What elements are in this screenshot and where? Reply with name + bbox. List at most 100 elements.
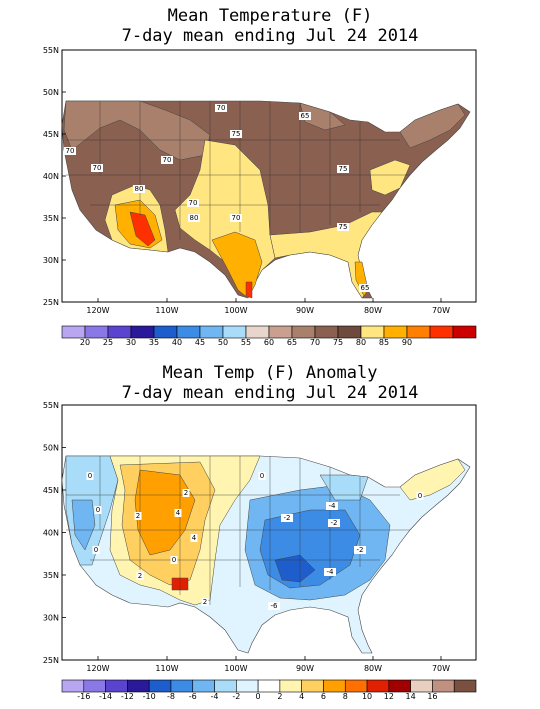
contour-label-bg bbox=[134, 512, 142, 520]
colorbar-label: 16 bbox=[427, 692, 437, 701]
contour-label-bg bbox=[416, 492, 424, 500]
map2-region-neg-ne bbox=[319, 474, 369, 501]
colorbar-swatch bbox=[383, 325, 408, 339]
contour-label: 75 bbox=[232, 130, 241, 138]
contour-label-bg bbox=[182, 489, 190, 497]
colorbar-label: 12 bbox=[384, 692, 394, 701]
colorbar-swatch bbox=[84, 325, 109, 339]
map2-panel: 0 0 0 2 4 4 2 0 2 -2 -4 -2 -6 -4 -2 0 0 2 55N 50N 45N 40N 35N… bbox=[43, 401, 477, 701]
contour-label-bg bbox=[326, 502, 338, 510]
map1-region-75-ne bbox=[369, 159, 411, 196]
colorbar-label: -6 bbox=[189, 692, 197, 701]
colorbar-swatch bbox=[148, 679, 172, 693]
lat-label: 30N bbox=[43, 614, 59, 623]
contour-label-bg bbox=[337, 165, 349, 173]
contour-label: -4 bbox=[329, 502, 337, 510]
contour-label: -6 bbox=[271, 602, 279, 610]
colorbar-swatch bbox=[130, 325, 155, 339]
contour-label: 70 bbox=[232, 214, 241, 222]
lon-label: 80W bbox=[364, 306, 382, 315]
lon-label: 120W bbox=[86, 664, 109, 673]
contour-label: 80 bbox=[135, 185, 144, 193]
lat-label: 55N bbox=[43, 46, 59, 55]
contour-label: -2 bbox=[331, 519, 338, 527]
colorbar-swatch bbox=[432, 679, 455, 693]
colorbar-swatch bbox=[314, 325, 339, 339]
colorbar-label: 4 bbox=[299, 692, 304, 701]
map1-title-line1: Mean Temperature (F) bbox=[167, 6, 373, 26]
colorbar-swatch bbox=[344, 679, 368, 693]
map2-title-line2: 7-day mean ending Jul 24 2014 bbox=[121, 383, 419, 403]
colorbar-label: 60 bbox=[264, 338, 274, 347]
colorbar-label: 25 bbox=[103, 338, 113, 347]
contour-label: 80 bbox=[190, 214, 199, 222]
colorbar-swatch bbox=[214, 679, 237, 693]
colorbar-swatch bbox=[268, 325, 293, 339]
colorbar-swatch bbox=[105, 679, 128, 693]
colorbar-swatch bbox=[61, 679, 85, 693]
colorbar-label: -16 bbox=[77, 692, 90, 701]
map2-region-neg-west2 bbox=[71, 499, 96, 551]
lon-label: 110W bbox=[155, 664, 178, 673]
colorbar-label: 55 bbox=[241, 338, 251, 347]
contour-label-bg bbox=[174, 509, 182, 517]
contour-label: 2 bbox=[138, 572, 142, 580]
colorbar-swatch bbox=[406, 325, 431, 339]
contour-label-bg bbox=[354, 546, 366, 554]
colorbar-swatch bbox=[107, 325, 132, 339]
lat-label: 45N bbox=[43, 130, 59, 139]
contour-label-bg bbox=[324, 568, 336, 576]
colorbar-swatch bbox=[127, 679, 150, 693]
colorbar-swatch bbox=[323, 679, 346, 693]
contour-label-bg bbox=[188, 214, 200, 222]
contour-label: 2 bbox=[184, 489, 188, 497]
colorbar-label: 30 bbox=[126, 338, 136, 347]
colorbar-label: -8 bbox=[167, 692, 175, 701]
contour-label-bg bbox=[201, 598, 209, 606]
lat-label: 50N bbox=[43, 444, 59, 453]
map1-panel: 70 65 70 75 70 70 80 70 75 80 70 75 65 55N 50N 45N 40N 3… bbox=[43, 46, 477, 347]
colorbar-swatch bbox=[176, 325, 201, 339]
colorbar-label: -4 bbox=[211, 692, 219, 701]
lat-label: 40N bbox=[43, 529, 59, 538]
colorbar-label: 20 bbox=[80, 338, 90, 347]
contour-label: 70 bbox=[93, 164, 102, 172]
contour-label: 0 bbox=[96, 506, 100, 514]
contour-label: 70 bbox=[189, 199, 198, 207]
colorbar-label: 75 bbox=[333, 338, 343, 347]
contour-label: 0 bbox=[172, 556, 176, 564]
contour-label-bg bbox=[136, 572, 144, 580]
map1-title-line2: 7-day mean ending Jul 24 2014 bbox=[121, 26, 419, 46]
map1-region-85-tx bbox=[245, 281, 253, 299]
contour-label-bg bbox=[161, 156, 173, 164]
colorbar-label: 45 bbox=[195, 338, 205, 347]
contour-label-bg bbox=[190, 534, 198, 542]
lat-label: 45N bbox=[43, 486, 59, 495]
colorbar-swatch bbox=[199, 325, 224, 339]
contour-label: -2 bbox=[357, 546, 364, 554]
colorbar-swatch bbox=[337, 325, 362, 339]
colorbar-swatch bbox=[453, 679, 477, 693]
lon-label: 120W bbox=[86, 306, 109, 315]
colorbar-label: 85 bbox=[379, 338, 389, 347]
map2-region-neg-east3 bbox=[274, 554, 316, 583]
colorbar-label: 65 bbox=[287, 338, 297, 347]
colorbar-label: 50 bbox=[218, 338, 228, 347]
lon-label: 100W bbox=[224, 306, 247, 315]
contour-label-bg bbox=[187, 199, 199, 207]
colorbar-label: 90 bbox=[402, 338, 412, 347]
lat-label: 50N bbox=[43, 88, 59, 97]
colorbar-swatch bbox=[452, 325, 477, 339]
colorbar-label: -10 bbox=[143, 692, 156, 701]
colorbar-label: -14 bbox=[99, 692, 112, 701]
contour-label: 0 bbox=[88, 472, 92, 480]
colorbar-swatch bbox=[388, 679, 411, 693]
lat-label: 30N bbox=[43, 256, 59, 265]
contour-label-bg bbox=[359, 284, 371, 292]
contour-label-bg bbox=[230, 130, 242, 138]
colorbar-label: 35 bbox=[149, 338, 159, 347]
colorbar-swatch bbox=[429, 325, 454, 339]
colorbar-swatch bbox=[222, 325, 247, 339]
colorbar-swatch bbox=[410, 679, 433, 693]
contour-label: 0 bbox=[94, 546, 98, 554]
